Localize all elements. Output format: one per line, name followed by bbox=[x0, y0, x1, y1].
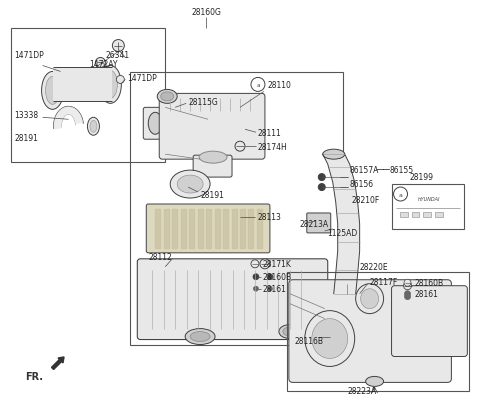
Text: HYUNDAI: HYUNDAI bbox=[418, 196, 441, 201]
FancyArrow shape bbox=[51, 357, 64, 370]
FancyBboxPatch shape bbox=[144, 108, 177, 140]
Ellipse shape bbox=[170, 171, 210, 198]
Ellipse shape bbox=[46, 77, 60, 105]
Polygon shape bbox=[54, 107, 83, 130]
Text: 28199: 28199 bbox=[409, 172, 433, 181]
Text: 28191: 28191 bbox=[15, 133, 38, 142]
Text: a: a bbox=[398, 192, 402, 197]
Text: 28171K: 28171K bbox=[263, 260, 292, 269]
Bar bbox=[423, 212, 432, 218]
Bar bbox=[11, 29, 165, 163]
Text: 86156: 86156 bbox=[350, 179, 374, 188]
Text: 86155: 86155 bbox=[390, 165, 414, 174]
Text: 28113: 28113 bbox=[258, 213, 282, 222]
Ellipse shape bbox=[323, 150, 345, 160]
FancyBboxPatch shape bbox=[307, 213, 331, 233]
Text: 28220E: 28220E bbox=[360, 263, 388, 272]
FancyBboxPatch shape bbox=[146, 204, 270, 253]
Text: 1471DP: 1471DP bbox=[15, 51, 45, 60]
Text: 28161: 28161 bbox=[415, 290, 438, 299]
Circle shape bbox=[116, 76, 124, 84]
Text: 26341: 26341 bbox=[106, 51, 130, 60]
Text: ——: —— bbox=[376, 165, 391, 174]
Text: 28160B: 28160B bbox=[415, 279, 444, 288]
FancyBboxPatch shape bbox=[193, 156, 232, 178]
FancyBboxPatch shape bbox=[159, 94, 265, 160]
Circle shape bbox=[112, 40, 124, 52]
Ellipse shape bbox=[312, 319, 348, 359]
Text: 28117F: 28117F bbox=[370, 278, 398, 287]
Bar bbox=[411, 212, 420, 218]
Ellipse shape bbox=[305, 311, 355, 366]
Text: 86157A: 86157A bbox=[350, 165, 379, 174]
Ellipse shape bbox=[103, 71, 117, 99]
Text: 28112: 28112 bbox=[148, 253, 172, 262]
FancyBboxPatch shape bbox=[137, 259, 328, 340]
Ellipse shape bbox=[87, 118, 99, 136]
Ellipse shape bbox=[199, 152, 227, 164]
Ellipse shape bbox=[42, 72, 63, 110]
Text: 1125AD: 1125AD bbox=[327, 229, 357, 238]
FancyBboxPatch shape bbox=[289, 280, 451, 382]
Circle shape bbox=[235, 142, 245, 152]
Circle shape bbox=[405, 291, 410, 297]
Ellipse shape bbox=[283, 327, 297, 336]
Text: 1471DP: 1471DP bbox=[127, 74, 157, 83]
Ellipse shape bbox=[99, 66, 121, 104]
Bar bbox=[392, 184, 464, 229]
Ellipse shape bbox=[157, 90, 177, 104]
Circle shape bbox=[318, 174, 325, 181]
Ellipse shape bbox=[366, 377, 384, 387]
Text: 28161: 28161 bbox=[263, 285, 287, 294]
Ellipse shape bbox=[161, 93, 174, 101]
Ellipse shape bbox=[356, 284, 384, 314]
Text: 28223A: 28223A bbox=[348, 386, 377, 395]
Text: 1472AY: 1472AY bbox=[89, 60, 118, 69]
Text: 13338: 13338 bbox=[15, 110, 39, 119]
Ellipse shape bbox=[90, 121, 97, 133]
Ellipse shape bbox=[279, 325, 301, 339]
Bar bbox=[287, 272, 469, 391]
Ellipse shape bbox=[177, 176, 203, 193]
Text: 28174H: 28174H bbox=[258, 142, 288, 151]
Ellipse shape bbox=[334, 289, 356, 299]
Text: 28110: 28110 bbox=[268, 81, 292, 90]
Text: FR.: FR. bbox=[25, 371, 44, 382]
Circle shape bbox=[260, 259, 270, 269]
Ellipse shape bbox=[190, 332, 210, 342]
Circle shape bbox=[318, 184, 325, 191]
Circle shape bbox=[405, 294, 410, 300]
Text: 28160G: 28160G bbox=[191, 8, 221, 17]
Circle shape bbox=[253, 287, 258, 292]
Ellipse shape bbox=[185, 329, 215, 345]
Ellipse shape bbox=[148, 113, 162, 135]
Polygon shape bbox=[323, 155, 360, 294]
Text: 28116B: 28116B bbox=[295, 336, 324, 345]
Text: 28160B: 28160B bbox=[263, 272, 292, 281]
Bar bbox=[435, 212, 444, 218]
Text: 28191: 28191 bbox=[200, 190, 224, 199]
Ellipse shape bbox=[360, 289, 379, 309]
Text: 28210F: 28210F bbox=[352, 195, 380, 204]
Circle shape bbox=[267, 287, 273, 292]
Bar bbox=[52, 68, 112, 102]
Circle shape bbox=[404, 280, 411, 287]
Bar bbox=[130, 73, 343, 345]
Text: 28213A: 28213A bbox=[300, 220, 329, 229]
Circle shape bbox=[404, 282, 411, 290]
Bar bbox=[399, 212, 408, 218]
FancyBboxPatch shape bbox=[392, 286, 468, 357]
Text: 28111: 28111 bbox=[258, 128, 282, 137]
Circle shape bbox=[96, 58, 106, 68]
Circle shape bbox=[253, 274, 259, 280]
Text: a: a bbox=[256, 83, 260, 88]
Circle shape bbox=[267, 274, 273, 280]
Text: 28115G: 28115G bbox=[188, 98, 218, 107]
Circle shape bbox=[251, 260, 259, 268]
